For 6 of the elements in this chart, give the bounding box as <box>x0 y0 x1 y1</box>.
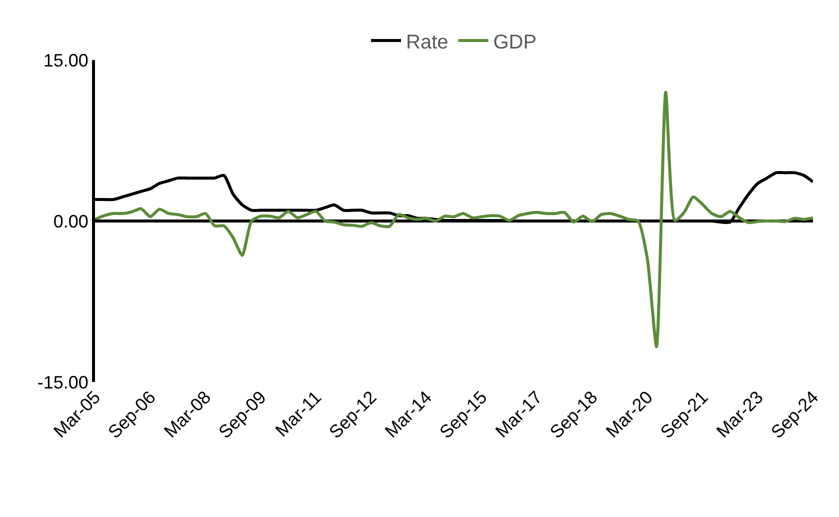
y-tick-label: 15.00 <box>43 50 88 70</box>
legend-label: GDP <box>493 31 537 54</box>
y-tick-label: 0.00 <box>53 211 88 232</box>
y-tick-label: -15.00 <box>37 372 88 392</box>
legend-label: Rate <box>406 31 448 54</box>
line-series <box>95 90 813 348</box>
